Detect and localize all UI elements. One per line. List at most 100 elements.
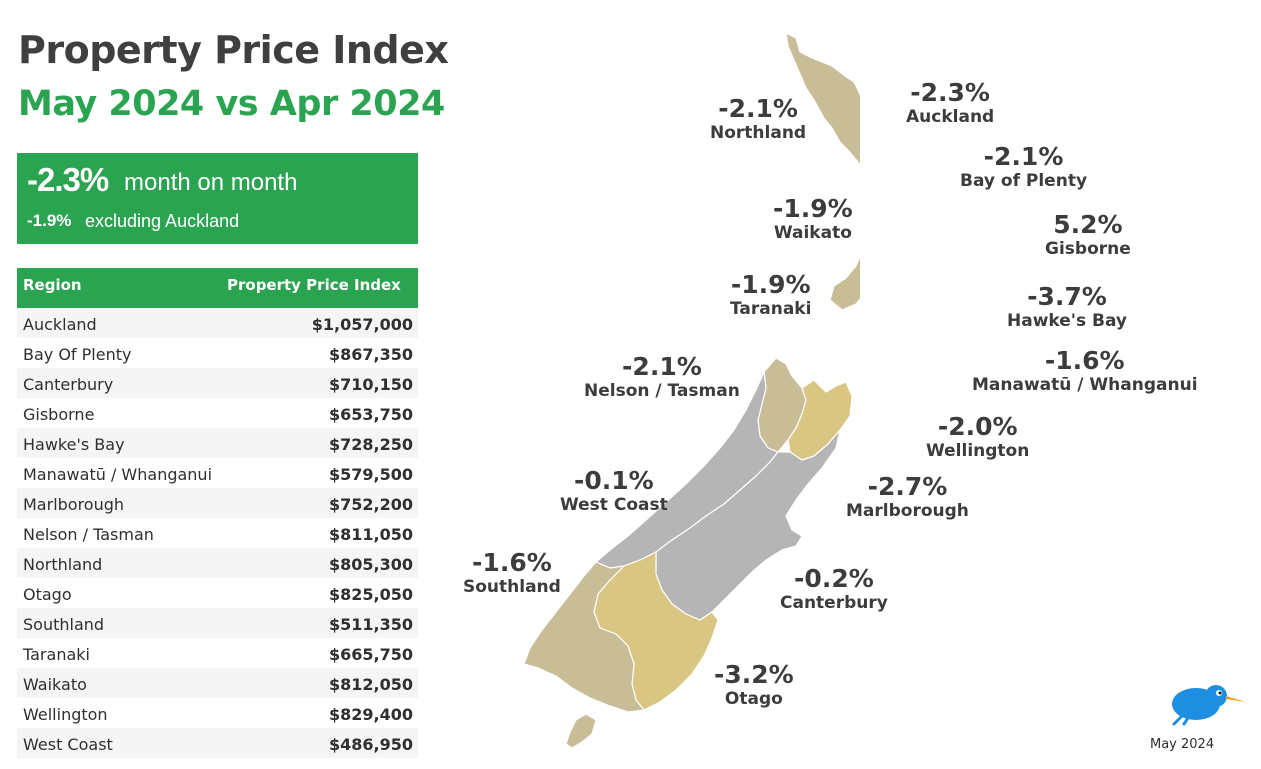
table-row: Wellington $829,400 <box>17 698 418 728</box>
wellington-pct: -2.0% <box>937 412 1018 441</box>
value-cell: $829,400 <box>328 705 413 724</box>
value-cell: $665,750 <box>328 645 413 664</box>
nelson-tasman-name: Nelson / Tasman <box>584 381 740 401</box>
waikato-pct: -1.9% <box>773 194 853 223</box>
label-southland: -1.6% Southland <box>463 548 561 598</box>
region-cell: Hawke's Bay <box>23 435 125 454</box>
table-row: Manawatū / Whanganui $579,500 <box>17 458 418 488</box>
region-cell: Manawatū / Whanganui <box>23 465 213 484</box>
hawkes-bay-name: Hawke's Bay <box>1007 311 1128 331</box>
price-index-table: Region Property Price Index Auckland $1,0… <box>17 268 418 758</box>
summary-box: -2.3% month on month -1.9% excluding Auc… <box>17 153 418 244</box>
table-header: Region Property Price Index <box>17 268 418 308</box>
otago-name: Otago <box>724 689 783 709</box>
table-body: Auckland $1,057,000 Bay Of Plenty $867,350… <box>17 308 418 758</box>
table-row: Canterbury $710,150 <box>17 368 418 398</box>
table-row: West Coast $486,950 <box>17 728 418 758</box>
southland-pct: -1.6% <box>472 548 552 577</box>
region-cell: Auckland <box>23 315 97 334</box>
table-row: Northland $805,300 <box>17 548 418 578</box>
west-coast-name: West Coast <box>560 495 668 515</box>
label-wellington: -2.0% Wellington <box>926 412 1029 462</box>
value-cell: $653,750 <box>328 405 413 424</box>
secondary-text: excluding Auckland <box>85 211 240 231</box>
value-cell: $579,500 <box>328 465 413 484</box>
label-auckland: -2.3% Auckland <box>906 78 994 128</box>
value-cell: $511,350 <box>328 615 413 634</box>
marlborough-name: Marlborough <box>846 501 969 521</box>
value-cell: $805,300 <box>328 555 413 574</box>
gisborne-pct: 5.2% <box>1053 210 1123 239</box>
column-header-region: Region <box>23 276 82 294</box>
northland-name: Northland <box>710 123 807 143</box>
region-cell: Gisborne <box>23 405 95 424</box>
label-canterbury: -0.2% Canterbury <box>780 564 888 614</box>
label-marlborough: -2.7% Marlborough <box>846 472 969 522</box>
value-cell: $825,050 <box>328 585 413 604</box>
label-gisborne: 5.2% Gisborne <box>1045 210 1131 260</box>
table-row: Marlborough $752,200 <box>17 488 418 518</box>
region-canterbury <box>655 429 841 621</box>
bay-of-plenty-pct: -2.1% <box>983 142 1064 171</box>
region-cell: Wellington <box>23 705 108 724</box>
label-northland: -2.1% Northland <box>710 94 807 144</box>
headline-value: -2.3% <box>27 161 109 198</box>
nelson-tasman-pct: -2.1% <box>622 352 702 381</box>
label-west-coast: -0.1% West Coast <box>560 466 668 516</box>
label-taranaki: -1.9% Taranaki <box>730 270 812 320</box>
northland-pct: -2.1% <box>718 94 798 123</box>
taranaki-pct: -1.9% <box>730 270 811 299</box>
region-cell: Taranaki <box>23 645 90 664</box>
region-taranaki <box>829 255 860 311</box>
table-row: Taranaki $665,750 <box>17 638 418 668</box>
waikato-name: Waikato <box>773 223 852 243</box>
region-cell: Canterbury <box>23 375 114 394</box>
region-northland <box>785 32 860 165</box>
table-row: Otago $825,050 <box>17 578 418 608</box>
label-hawkes-bay: -3.7% Hawke's Bay <box>1007 282 1128 332</box>
label-manawatu-whanganui: -1.6% Manawatū / Whanganui <box>972 346 1198 396</box>
nz-map <box>523 32 860 749</box>
kiwi-logo-icon <box>1172 685 1246 726</box>
table-row: Hawke's Bay $728,250 <box>17 428 418 458</box>
southland-name: Southland <box>463 577 561 597</box>
manawatu-name: Manawatū / Whanganui <box>972 375 1198 395</box>
region-cell: Marlborough <box>23 495 125 514</box>
manawatu-pct: -1.6% <box>1044 346 1125 375</box>
region-cell: Waikato <box>23 675 87 694</box>
otago-pct: -3.2% <box>714 660 794 689</box>
value-cell: $867,350 <box>328 345 413 364</box>
west-coast-pct: -0.1% <box>574 466 654 495</box>
canterbury-name: Canterbury <box>780 593 888 613</box>
table-row: Auckland $1,057,000 <box>17 308 418 338</box>
gisborne-name: Gisborne <box>1045 239 1131 259</box>
table-row: Nelson / Tasman $811,050 <box>17 518 418 548</box>
region-cell: Southland <box>23 615 105 634</box>
headline-text: month on month <box>124 169 298 196</box>
value-cell: $812,050 <box>328 675 413 694</box>
region-cell: West Coast <box>23 735 113 754</box>
table-row: Bay Of Plenty $867,350 <box>17 338 418 368</box>
page-title: Property Price Index <box>18 28 449 72</box>
column-header-index: Property Price Index <box>227 276 401 294</box>
table-row: Gisborne $653,750 <box>17 398 418 428</box>
region-cell: Otago <box>23 585 72 604</box>
auckland-pct: -2.3% <box>910 78 990 107</box>
hawkes-bay-pct: -3.7% <box>1027 282 1107 311</box>
value-cell: $486,950 <box>328 735 413 754</box>
region-cell: Northland <box>23 555 103 574</box>
value-cell: $752,200 <box>328 495 413 514</box>
marlborough-pct: -2.7% <box>867 472 948 501</box>
value-cell: $710,150 <box>328 375 413 394</box>
value-cell: $811,050 <box>328 525 413 544</box>
table-row: Waikato $812,050 <box>17 668 418 698</box>
bay-of-plenty-name: Bay of Plenty <box>960 171 1088 191</box>
page-subtitle: May 2024 vs Apr 2024 <box>18 84 445 124</box>
region-southland <box>523 561 645 713</box>
value-cell: $1,057,000 <box>311 315 413 334</box>
label-nelson-tasman: -2.1% Nelson / Tasman <box>584 352 740 402</box>
label-otago: -3.2% Otago <box>714 660 794 710</box>
taranaki-name: Taranaki <box>730 299 812 319</box>
canterbury-pct: -0.2% <box>794 564 874 593</box>
secondary-value: -1.9% <box>27 211 72 230</box>
